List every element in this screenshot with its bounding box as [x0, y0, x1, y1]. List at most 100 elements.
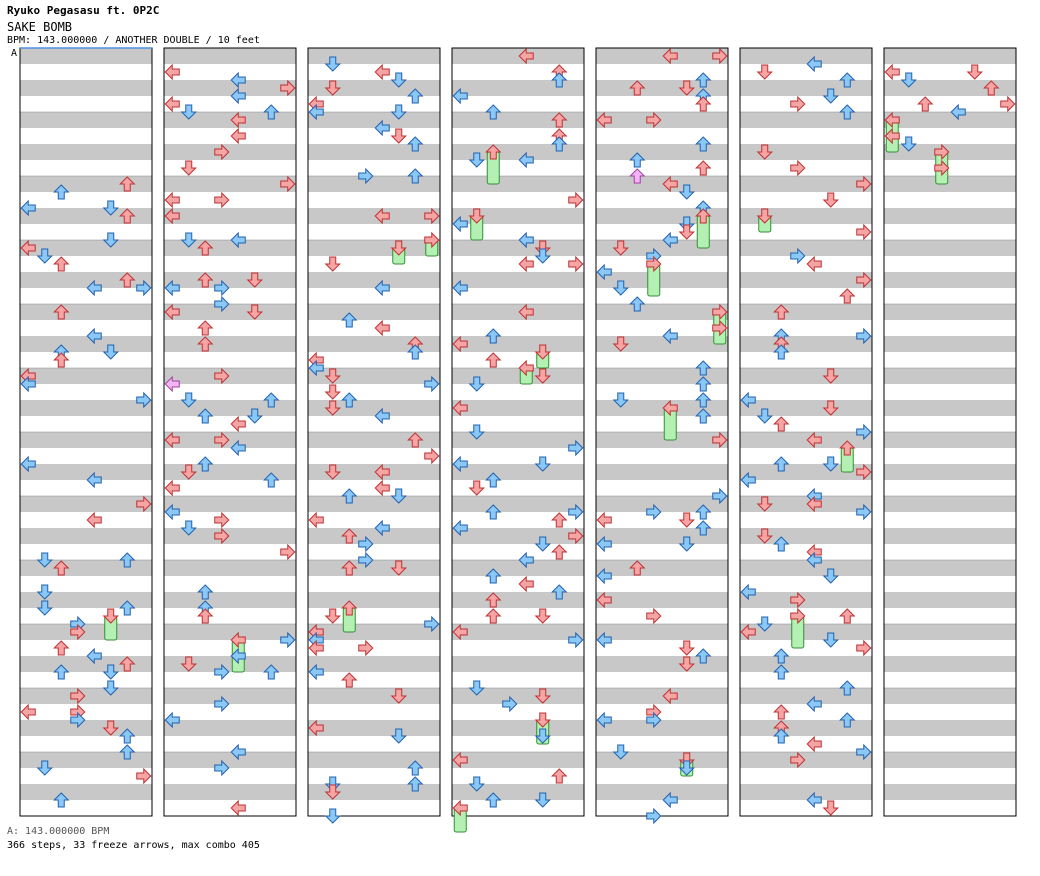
- step-arrow-down: [612, 336, 629, 352]
- step-arrow-up: [695, 208, 712, 224]
- step-arrow-up: [695, 376, 712, 392]
- step-arrow-left: [374, 279, 390, 297]
- step-arrow-down: [756, 496, 773, 512]
- beat-stripe: [596, 688, 728, 704]
- step-arrow-up: [119, 272, 136, 288]
- step-arrow-down: [180, 656, 197, 672]
- step-arrow-down: [756, 64, 773, 80]
- step-arrow-left: [596, 567, 612, 585]
- step-arrow-left: [86, 327, 102, 345]
- step-arrow-down: [324, 56, 341, 72]
- step-arrow-up: [773, 664, 790, 680]
- step-arrow-down: [390, 128, 407, 144]
- step-arrow-right: [358, 551, 374, 569]
- step-arrow-up: [629, 560, 646, 576]
- step-arrow-right: [70, 711, 86, 729]
- step-arrow-up: [53, 792, 70, 808]
- step-arrow-up: [341, 560, 358, 576]
- step-arrow-right: [790, 95, 806, 113]
- beat-stripe: [452, 144, 584, 160]
- beat-stripe: [740, 304, 872, 320]
- step-arrow-up: [197, 456, 214, 472]
- beat-stripe: [308, 464, 440, 480]
- step-arrow-down: [534, 368, 551, 384]
- step-arrow-up: [197, 584, 214, 600]
- step-arrow-down: [324, 400, 341, 416]
- beat-stripe: [596, 48, 728, 64]
- beat-stripe: [884, 432, 1016, 448]
- step-arrow-left: [230, 631, 246, 649]
- beat-stripe: [596, 144, 728, 160]
- step-arrow-right: [70, 687, 86, 705]
- chart-column: [451, 47, 585, 833]
- step-arrow-up: [773, 648, 790, 664]
- step-arrow-down: [102, 664, 119, 680]
- step-arrow-right: [424, 375, 440, 393]
- beat-stripe: [884, 80, 1016, 96]
- beat-stripe: [308, 752, 440, 768]
- beat-stripe: [308, 400, 440, 416]
- step-arrow-right: [646, 807, 662, 825]
- step-arrow-up: [119, 744, 136, 760]
- step-arrow-down: [822, 400, 839, 416]
- step-arrow-right: [214, 279, 230, 297]
- step-arrow-left: [518, 359, 534, 377]
- step-arrow-left: [662, 47, 678, 65]
- step-arrow-down: [36, 600, 53, 616]
- step-arrow-down: [102, 608, 119, 624]
- step-arrow-down: [822, 368, 839, 384]
- beat-stripe: [164, 720, 296, 736]
- step-arrow-left: [518, 151, 534, 169]
- step-arrow-right: [424, 231, 440, 249]
- step-arrow-down: [180, 232, 197, 248]
- step-arrow-right: [358, 535, 374, 553]
- step-arrow-up: [551, 72, 568, 88]
- step-arrow-up: [407, 88, 424, 104]
- step-arrow-left: [452, 335, 468, 353]
- step-arrow-down: [534, 712, 551, 728]
- step-arrow-up: [773, 536, 790, 552]
- step-arrow-left: [662, 327, 678, 345]
- beat-stripe: [452, 176, 584, 192]
- step-arrow-up: [773, 728, 790, 744]
- step-arrow-left: [806, 735, 822, 753]
- beat-stripe: [164, 752, 296, 768]
- step-arrow-up: [53, 560, 70, 576]
- step-arrow-up: [197, 272, 214, 288]
- step-arrow-down: [324, 784, 341, 800]
- beat-stripe: [308, 336, 440, 352]
- step-arrow-right: [214, 527, 230, 545]
- step-arrow-up: [53, 640, 70, 656]
- step-arrow-up: [119, 552, 136, 568]
- chart-info: BPM: 143.000000 / ANOTHER DOUBLE / 10 fe…: [7, 35, 260, 46]
- beat-stripe: [596, 176, 728, 192]
- beat-stripe: [164, 144, 296, 160]
- step-arrow-up: [341, 312, 358, 328]
- beat-stripe: [740, 496, 872, 512]
- step-arrow-right: [358, 167, 374, 185]
- step-arrow-down: [36, 552, 53, 568]
- beat-stripe: [20, 80, 152, 96]
- step-arrow-left: [884, 127, 900, 145]
- step-arrow-left: [374, 463, 390, 481]
- step-arrow-down: [390, 688, 407, 704]
- step-arrow-up: [629, 296, 646, 312]
- step-arrow-left: [230, 111, 246, 129]
- column-border: [739, 47, 873, 817]
- beat-stripe: [308, 112, 440, 128]
- beat-stripe: [20, 496, 152, 512]
- step-arrow-up: [485, 328, 502, 344]
- step-arrow-down: [36, 584, 53, 600]
- beat-stripe: [884, 752, 1016, 768]
- beat-stripe: [740, 48, 872, 64]
- step-arrow-down: [324, 256, 341, 272]
- step-arrow-left: [662, 175, 678, 193]
- beat-stripe: [20, 304, 152, 320]
- step-arrow-left: [740, 583, 756, 601]
- step-arrow-right: [424, 447, 440, 465]
- beat-stripe: [20, 624, 152, 640]
- step-arrow-down: [180, 104, 197, 120]
- step-arrow-up: [341, 600, 358, 616]
- beat-stripe: [740, 400, 872, 416]
- step-arrow-down: [822, 632, 839, 648]
